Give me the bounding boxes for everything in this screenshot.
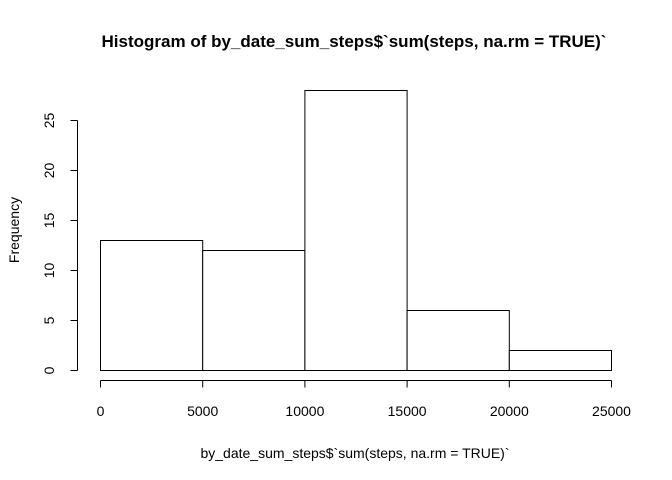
y-tick-label: 5	[41, 316, 57, 324]
x-tick-label: 20000	[490, 403, 529, 419]
histogram-bar-3	[304, 90, 408, 371]
chart-title: Histogram of by_date_sum_steps$`sum(step…	[102, 32, 607, 51]
x-tick-label: 0	[97, 403, 105, 419]
x-tick-label: 5000	[187, 403, 218, 419]
histogram-bar-5	[508, 350, 612, 371]
y-tick-label: 15	[41, 213, 57, 229]
y-tick-label: 20	[41, 163, 57, 179]
y-tick-label: 0	[41, 366, 57, 374]
y-axis: 0 5 10 15 20 25	[41, 113, 78, 374]
x-tick-label: 15000	[388, 403, 427, 419]
y-axis-label: Frequency	[6, 197, 22, 263]
y-tick-label: 10	[41, 263, 57, 279]
x-axis: 0 5000 10000 15000 20000 25000	[97, 380, 631, 419]
x-tick-label: 25000	[592, 403, 631, 419]
bars-group	[100, 90, 612, 371]
x-axis-label: by_date_sum_steps$`sum(steps, na.rm = TR…	[200, 445, 509, 461]
histogram-bar-1	[100, 240, 204, 371]
histogram-bar-2	[202, 250, 306, 371]
x-tick-label: 10000	[285, 403, 324, 419]
y-tick-label: 25	[41, 113, 57, 129]
histogram-bar-4	[406, 310, 510, 371]
